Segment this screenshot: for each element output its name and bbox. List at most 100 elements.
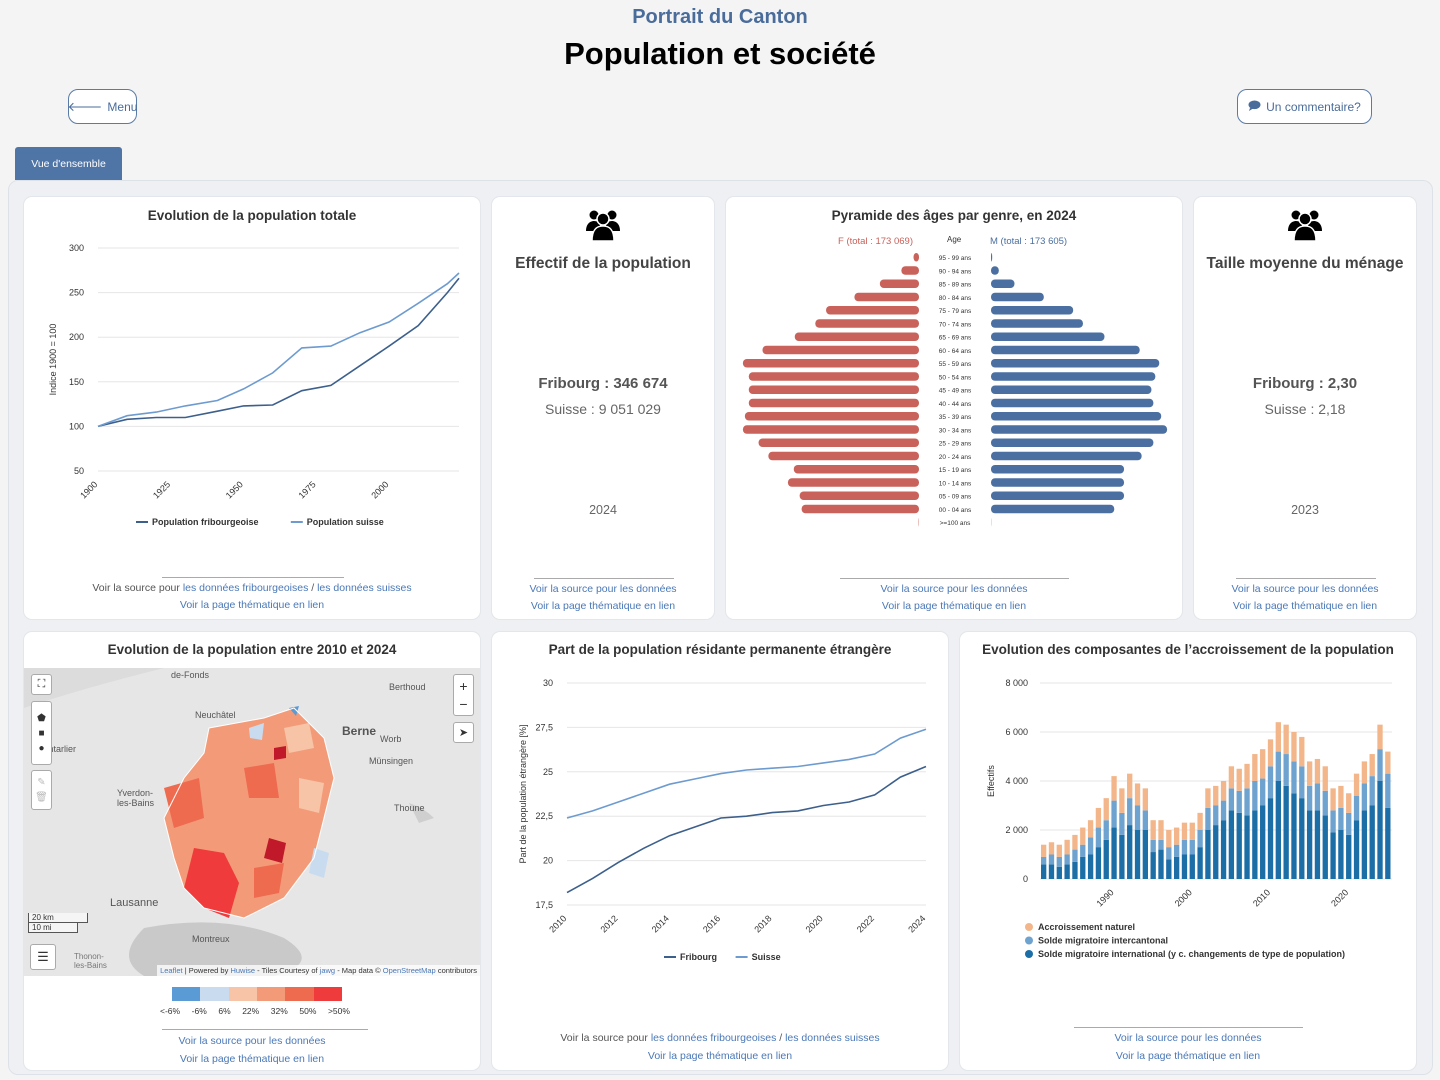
age-label: 95 - 99 ans (939, 255, 972, 262)
pyramid-bar-f (768, 451, 919, 461)
y-axis-label: Effectifs (986, 765, 996, 797)
y-axis-label: Indice 1900 = 100 (48, 324, 58, 396)
huwise-link[interactable]: Huwise (230, 966, 256, 975)
osm-link[interactable]: OpenStreetMap (382, 966, 436, 975)
series-line (97, 277, 460, 428)
legend-label: 6% (218, 1006, 231, 1016)
stacked-bar-segment (1056, 866, 1062, 879)
users-icon (1287, 207, 1323, 246)
source-link[interactable]: les données (1321, 583, 1379, 595)
y-tick-label: 30 (543, 678, 553, 688)
comment-button[interactable]: Un commentaire? (1237, 89, 1372, 124)
page-title: Population et société (564, 36, 876, 71)
locate-button[interactable]: ➤ (453, 722, 474, 743)
zoom-in-button[interactable]: + (459, 678, 468, 694)
age-label: 90 - 94 ans (939, 268, 972, 275)
tab-vue-ensemble[interactable]: Vue d'ensemble (15, 147, 122, 180)
x-tick-label: 1990 (1094, 887, 1115, 908)
menu-button-label: Menu (107, 99, 138, 114)
x-tick-label: 2000 (369, 479, 390, 500)
y-axis-label: Part de la population étrangère [%] (518, 724, 528, 863)
stacked-bar-segment (1166, 830, 1172, 848)
leaflet-link[interactable]: Leaflet (160, 966, 183, 975)
layers-button[interactable]: ☰ (30, 944, 56, 970)
delete-icon[interactable]: 🗑 (35, 792, 48, 803)
source-link-suisse[interactable]: les données suisses (785, 1032, 880, 1044)
pyramid-bar-m (991, 319, 1083, 328)
fullscreen-button[interactable]: ⛶ (31, 674, 52, 695)
x-tick-label: 2000 (1173, 887, 1194, 908)
map[interactable]: de-Fonds Berthoud Neuchâtel Berne Worb P… (24, 668, 480, 976)
edit-icon[interactable]: ✎ (37, 777, 46, 788)
pyramid-bar-f (901, 266, 919, 275)
y-tick-label: 6 000 (1005, 727, 1028, 737)
place-label: Lausanne (110, 897, 159, 909)
place-label: Thoune (394, 803, 425, 813)
thematic-page-link[interactable]: Voir la page thématique (1115, 1050, 1227, 1062)
source-line: Voir la source pour les données fribourg… (24, 582, 480, 594)
age-label: 05 - 09 ans (939, 494, 972, 501)
scale-bar: 20 km 10 mi (28, 913, 88, 933)
draw-rectangle-icon[interactable]: ■ (38, 727, 45, 739)
stacked-bar-segment (1338, 785, 1344, 808)
pyramid-bar-f (793, 465, 919, 474)
stacked-bar-segment (1353, 820, 1360, 879)
menu-button[interactable]: 🡐 Menu (68, 89, 137, 124)
source-link-fribourg[interactable]: les données fribourgeoises (182, 582, 309, 594)
source-link[interactable]: les données (268, 1035, 326, 1047)
stacked-bar-segment (1064, 864, 1070, 879)
thematic-page-link-suffix[interactable]: en lien (761, 1050, 793, 1062)
age-label: >=100 ans (940, 520, 971, 527)
stacked-bar-segment (1158, 839, 1164, 850)
stacked-bar-segment (1181, 822, 1188, 840)
thematic-page-link-suffix[interactable]: en lien (293, 599, 325, 611)
thematic-page-link[interactable]: Voir la page thématique (179, 1053, 291, 1065)
thematic-page-link[interactable]: Voir la page thématique (647, 1050, 759, 1062)
thematic-page-link-suffix[interactable]: en lien (995, 600, 1027, 612)
stacked-bar-segment (1377, 749, 1383, 781)
source-line: Voir la source pour les données fribourg… (492, 1032, 948, 1044)
x-tick-label: 2012 (598, 913, 619, 934)
thematic-page-link-suffix[interactable]: en lien (644, 600, 676, 612)
thematic-page-link-suffix[interactable]: en lien (1229, 1050, 1261, 1062)
pyramid-bar-f (854, 292, 919, 302)
source-link[interactable]: les données (970, 583, 1028, 595)
draw-circle-icon[interactable]: ● (38, 742, 45, 754)
page-supertitle: Portrait du Canton (632, 6, 808, 28)
pyramid-bar-m (991, 359, 1160, 368)
stacked-bar-segment (1134, 783, 1141, 806)
place-label: Berthoud (389, 682, 426, 692)
x-tick-label: 2010 (1251, 887, 1272, 908)
thematic-page-link-suffix[interactable]: en lien (1346, 600, 1378, 612)
stacked-bar-segment (1275, 781, 1281, 879)
arrow-left-icon: 🡐 (67, 98, 103, 114)
thematic-page-link-suffix[interactable]: en lien (293, 1053, 325, 1065)
stat-suisse: Suisse : 2,18 (1264, 401, 1346, 417)
thematic-page-link[interactable]: Voir la page thématique (881, 600, 993, 612)
card-title: Evolution des composantes de l’accroisse… (982, 642, 1394, 657)
source-link[interactable]: les données (619, 583, 677, 595)
source-line: Voir la source pour les données (960, 1032, 1416, 1044)
thematic-page-link[interactable]: Voir la page thématique (530, 600, 642, 612)
source-link-suisse[interactable]: les données suisses (317, 582, 412, 594)
pyramid-bar-m (991, 465, 1125, 474)
users-icon (585, 207, 621, 246)
pyramid-bar-f (742, 359, 919, 368)
stacked-bar-segment (1377, 781, 1383, 879)
thematic-page-link[interactable]: Voir la page thématique (179, 599, 291, 611)
zoom-out-button[interactable]: − (459, 696, 468, 712)
source-link-fribourg[interactable]: les données fribourgeoises (650, 1032, 777, 1044)
age-label: 45 - 49 ans (939, 388, 972, 395)
source-link[interactable]: les données (1204, 1032, 1262, 1044)
jawg-link[interactable]: jawg (319, 966, 336, 975)
chart-pyramide: 95 - 99 ans 90 - 94 ans 85 - 89 ans 80 - 84… (742, 253, 1168, 527)
pyramid-bar-m (991, 425, 1168, 434)
stacked-bar-segment (1330, 832, 1336, 879)
zoom-control: + − (453, 674, 474, 716)
place-label: Pontarlier (46, 744, 76, 754)
stat-title: Taille moyenne du ménage (1206, 255, 1404, 272)
thematic-page-link[interactable]: Voir la page thématique (1232, 600, 1344, 612)
place-label: Münsingen (369, 756, 414, 766)
draw-polygon-icon[interactable]: ⬟ (37, 712, 46, 724)
source-prefix: Voir la source pour (560, 1032, 648, 1044)
